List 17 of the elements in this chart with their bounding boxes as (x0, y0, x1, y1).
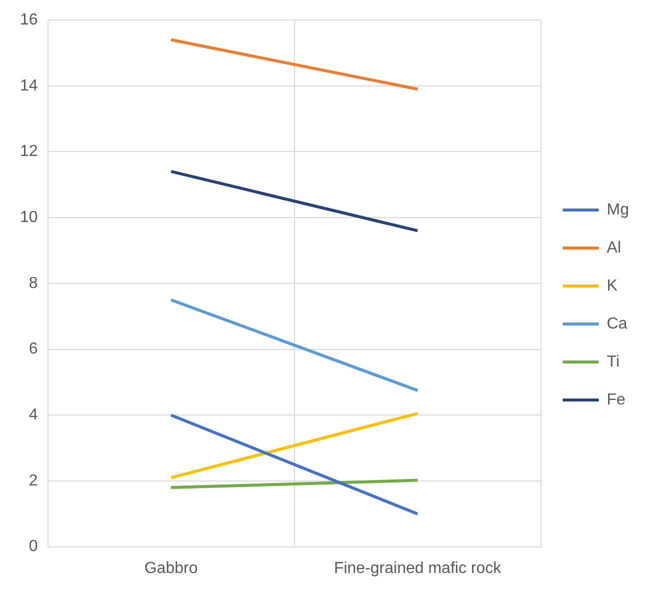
legend-label: Mg (606, 201, 630, 218)
y-tick-label: 2 (28, 472, 38, 490)
y-tick-label: 0 (28, 538, 38, 556)
y-tick-label: 10 (20, 208, 38, 226)
legend-label: Ti (606, 353, 620, 370)
legend-label: Ca (606, 315, 628, 332)
legend-label: Al (606, 239, 622, 256)
y-tick-label: 4 (28, 406, 38, 424)
x-tick-label: Gabbro (144, 560, 198, 577)
x-tick-label: Fine-grained mafic rock (334, 560, 502, 577)
y-tick-label: 6 (28, 340, 38, 358)
y-tick-label: 8 (28, 274, 38, 292)
legend-label: K (606, 277, 618, 294)
y-tick-label: 12 (20, 143, 38, 160)
y-tick-label: 16 (20, 11, 38, 28)
y-tick-label: 14 (20, 77, 38, 94)
legend-label: Fe (606, 391, 626, 408)
